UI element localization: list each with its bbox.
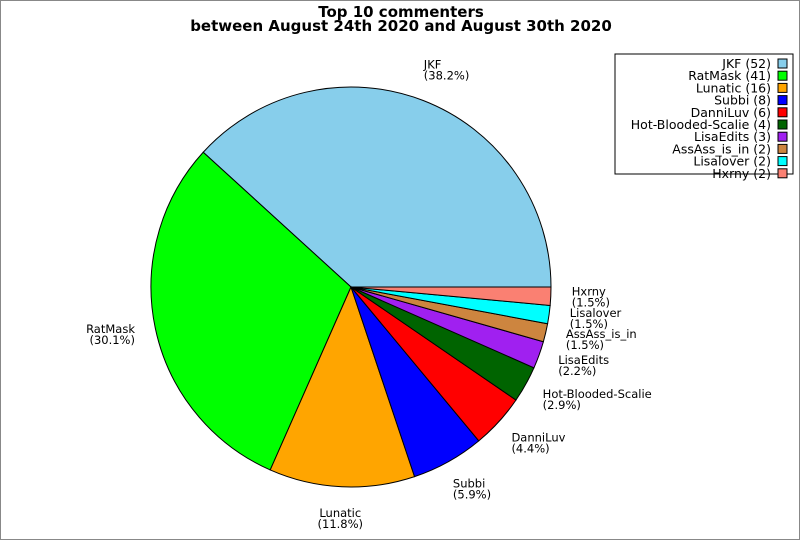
legend-swatch — [777, 70, 788, 81]
pie-slice-1 — [150, 151, 352, 471]
legend-box — [614, 53, 794, 175]
legend-entry: Hot-Blooded-Scalie (4) — [631, 117, 771, 132]
legend-swatch — [777, 119, 788, 130]
slice-label-percent: (30.1%) — [89, 333, 135, 347]
chart-title-line-1: Top 10 commenters — [318, 3, 484, 21]
legend-swatch — [777, 131, 788, 142]
legend-entry: Lisalover (2) — [693, 154, 771, 169]
legend-entry: JKF (52) — [721, 56, 771, 71]
slice-label-percent: (11.8%) — [318, 517, 364, 531]
legend-entry: RatMask (41) — [688, 68, 771, 83]
slice-label-name: RatMask — [86, 322, 135, 336]
slice-label-name: Lunatic — [319, 506, 361, 520]
legend: JKF (52)RatMask (41)Lunatic (16)Subbi (8… — [614, 53, 794, 181]
legend-swatch — [777, 143, 788, 154]
legend-swatch — [777, 156, 788, 167]
slice-label-percent: (1.5%) — [570, 317, 608, 331]
legend-swatch — [777, 58, 788, 69]
legend-entry: AssAss_is_in (2) — [672, 141, 771, 156]
slice-label-percent: (1.5%) — [566, 338, 604, 352]
slice-label-name: Lisalover — [570, 306, 622, 320]
slice-label-name: AssAss_is_in — [566, 327, 637, 341]
legend-swatch — [777, 107, 788, 118]
legend-swatch — [777, 95, 788, 106]
legend-swatch — [777, 168, 788, 179]
slice-label-percent: (5.9%) — [453, 488, 491, 502]
slice-label-name: Hxrny — [572, 285, 606, 299]
pie-slice-2 — [269, 285, 416, 488]
pie-slice-9 — [350, 286, 552, 306]
slice-label-percent: (2.2%) — [558, 364, 596, 378]
slice-label-name: Hot-Blooded-Scalie — [543, 387, 652, 401]
legend-entry: Subbi (8) — [714, 93, 771, 108]
slice-label-percent: (4.4%) — [511, 441, 549, 455]
slice-label-name: DanniLuv — [511, 430, 565, 444]
slice-label-percent: (1.5%) — [572, 296, 610, 310]
legend-entry: Lunatic (16) — [696, 80, 771, 95]
legend-entry: Hxrny (2) — [712, 166, 771, 181]
legend-entry: DanniLuv (6) — [691, 105, 771, 120]
slice-label-name: Subbi — [453, 477, 485, 491]
legend-swatch — [777, 82, 788, 93]
slice-label-percent: (38.2%) — [424, 69, 470, 83]
pie-slice-0 — [202, 86, 552, 288]
slice-label-name: JKF — [423, 58, 442, 72]
slice-label-percent: (2.9%) — [543, 398, 581, 412]
legend-entry: LisaEdits (3) — [694, 129, 771, 144]
slice-label-name: LisaEdits — [558, 353, 609, 367]
chart-title-line-2: between August 24th 2020 and August 30th… — [190, 17, 612, 35]
